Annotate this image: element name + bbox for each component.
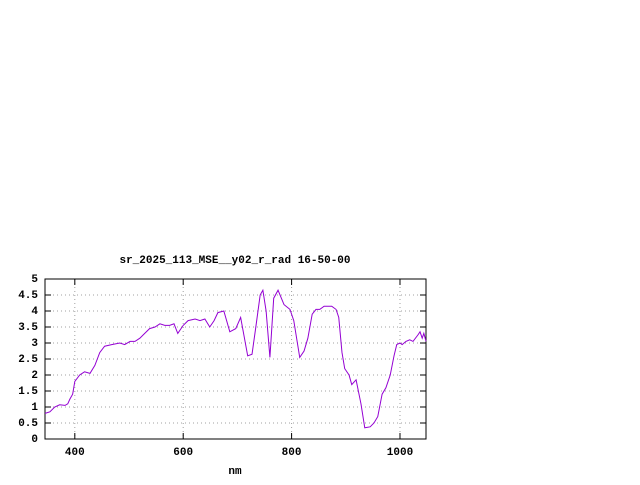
y-tick-label: 3.5 (18, 322, 38, 334)
x-tick-label: 400 (65, 447, 85, 459)
y-tick-label: 1.5 (18, 386, 38, 398)
chart-title: sr_2025_113_MSE__y02_r_rad 16-50-00 (119, 255, 350, 267)
y-tick-label: 3 (31, 338, 38, 350)
y-tick-label: 0.5 (18, 418, 38, 430)
data-line (44, 288, 427, 429)
y-tick-label: 0 (31, 434, 38, 446)
x-tick-label: 1000 (387, 447, 413, 459)
y-tick-label: 5 (31, 274, 38, 286)
x-tick-label: 800 (282, 447, 302, 459)
y-tick-label: 2 (31, 370, 38, 382)
y-tick-label: 2.5 (18, 354, 38, 366)
y-tick-label: 1 (31, 402, 38, 414)
y-tick-label: 4.5 (18, 290, 38, 302)
y-tick-label: 4 (31, 306, 38, 318)
plot-frame (44, 278, 427, 440)
x-tick-label: 600 (173, 447, 193, 459)
x-axis-label: nm (228, 466, 242, 478)
